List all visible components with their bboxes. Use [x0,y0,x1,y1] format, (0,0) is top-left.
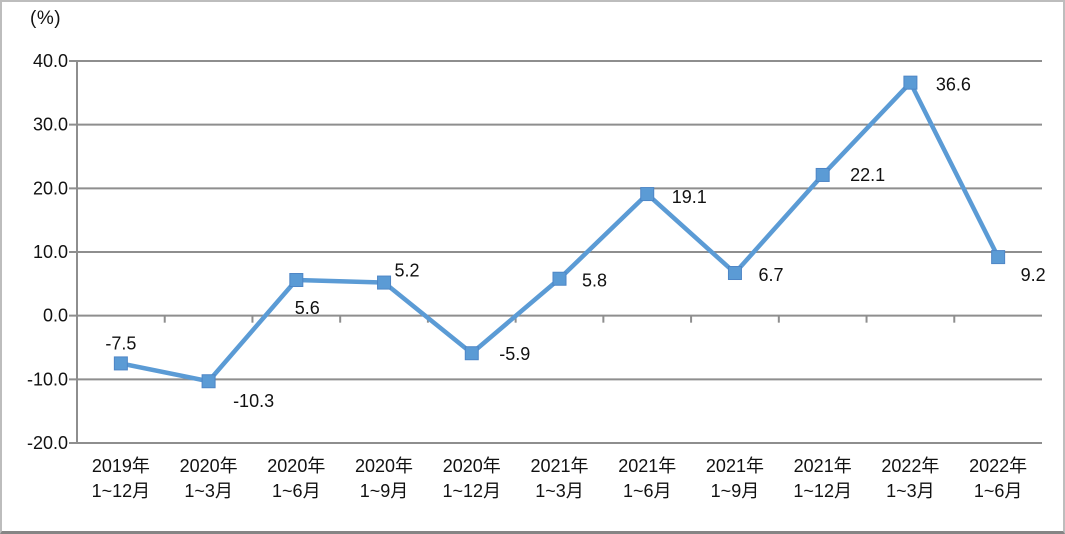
data-point-marker [113,356,128,371]
y-tick-label: 40.0 [33,51,68,71]
y-tick-label: 30.0 [33,115,68,135]
data-point-label: 22.1 [850,165,885,185]
y-tick-label: -10.0 [27,369,68,389]
x-category-label-period: 1~3月 [886,481,935,501]
x-category-label-period: 1~12月 [92,481,151,501]
data-point-label: 9.2 [1021,265,1046,285]
y-axis-unit-label: (%) [30,8,62,29]
data-point-label: 6.7 [758,265,783,285]
data-point-marker [377,275,392,290]
data-point-marker [552,271,567,286]
x-category-label-period: 1~6月 [974,481,1023,501]
data-point-label: 19.1 [672,187,707,207]
y-tick-label: 0.0 [43,306,68,326]
series-line [118,80,1001,384]
x-category-label-period: 1~9月 [711,481,760,501]
data-point-marker [289,273,304,288]
data-point-label: 5.8 [582,271,607,291]
data-point-marker [903,75,918,90]
data-point-marker [991,250,1006,265]
x-category-label-year: 2022年 [881,456,939,476]
x-category-label-year: 2020年 [355,456,413,476]
x-category-label-year: 2019年 [92,456,150,476]
x-category-label-period: 1~3月 [535,481,584,501]
x-category-label-period: 1~12月 [442,481,501,501]
y-tick-label: 20.0 [33,178,68,198]
x-category-label-year: 2021年 [794,456,852,476]
y-tick-label: 10.0 [33,242,68,262]
x-category-label-period: 1~3月 [184,481,233,501]
x-category-label-year: 2020年 [267,456,325,476]
x-category-label-year: 2021年 [530,456,588,476]
data-point-marker [727,266,742,281]
x-category-label-period: 1~6月 [623,481,672,501]
y-tick-label: -20.0 [27,433,68,453]
x-category-label-period: 1~9月 [360,481,409,501]
data-point-marker [640,187,655,202]
data-point-label: 5.2 [395,261,420,281]
data-point-label: -7.5 [105,333,136,353]
x-category-label-year: 2022年 [969,456,1027,476]
data-point-label: -10.3 [233,391,274,411]
data-point-label: 5.6 [295,298,320,318]
data-point-marker [201,374,216,389]
x-category-label-year: 2021年 [618,456,676,476]
x-category-label-period: 1~6月 [272,481,321,501]
x-category-label-year: 2020年 [180,456,238,476]
data-point-marker [815,167,830,182]
x-category-label-period: 1~12月 [793,481,852,501]
data-point-marker [464,346,479,361]
x-category-label-year: 2021年 [706,456,764,476]
x-category-label-year: 2020年 [443,456,501,476]
data-point-label: 36.6 [936,75,971,95]
data-point-label: -5.9 [499,344,530,364]
